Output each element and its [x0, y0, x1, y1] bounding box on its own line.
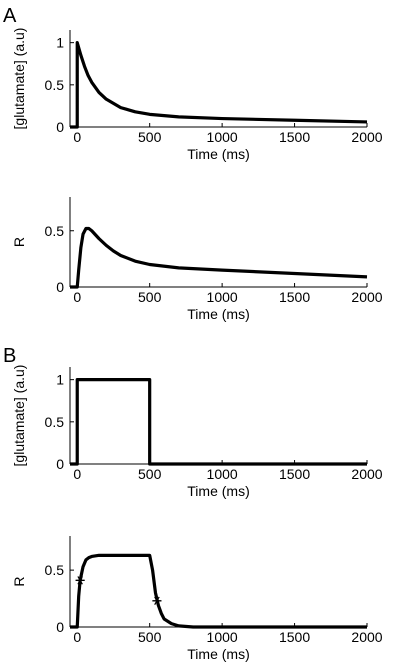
- x-tick-label: 0: [73, 629, 81, 645]
- series-line: [70, 553, 367, 629]
- y-axis-label: R: [11, 237, 27, 247]
- x-tick-label: 2000: [351, 629, 382, 645]
- x-tick-label: 1500: [279, 289, 310, 305]
- x-tick-label: 1500: [279, 629, 310, 645]
- y-tick-label: 0.5: [45, 562, 65, 578]
- x-tick-label: 1500: [279, 129, 310, 145]
- x-axis-label: Time (ms): [187, 306, 249, 322]
- x-tick-label: 500: [138, 466, 162, 482]
- y-tick-label: 0: [56, 619, 64, 635]
- x-tick-label: 1000: [207, 129, 238, 145]
- x-tick-label: 2000: [351, 129, 382, 145]
- series-line: [70, 226, 368, 289]
- x-tick-label: 500: [138, 289, 162, 305]
- x-tick-label: 2000: [351, 466, 382, 482]
- x-tick-label: 0: [73, 129, 81, 145]
- x-axis-label: Time (ms): [187, 483, 249, 499]
- x-tick-label: 500: [138, 129, 162, 145]
- chart-2: 0 500 1000 1500 2000 0 0.5 Time (ms) R: [11, 197, 383, 322]
- y-tick-label: 0: [56, 279, 64, 295]
- panel-label-b: B: [3, 345, 16, 367]
- panel-label-a: A: [3, 5, 17, 27]
- x-tick-label: 1000: [207, 629, 238, 645]
- x-axis-label: Time (ms): [187, 646, 249, 662]
- y-tick-label: 0: [56, 119, 64, 135]
- y-axis-label: [glutamate] (a.u): [11, 365, 27, 467]
- y-tick-label: 0.5: [45, 77, 65, 93]
- x-tick-label: 500: [138, 629, 162, 645]
- asterisk-marker: [75, 576, 85, 585]
- y-axis-label: R: [11, 576, 27, 586]
- chart-3: 0 500 1000 1500 2000 0 0.5 1 Time (ms) [glutamate…: [11, 365, 383, 499]
- y-tick-label: 0.5: [45, 223, 65, 239]
- series-line: [70, 378, 367, 466]
- y-tick-label: 0: [56, 456, 64, 472]
- chart-4: 0 500 1000 1500 2000 0 0.5 Time (ms) R: [11, 536, 383, 662]
- x-axis-label: Time (ms): [187, 146, 249, 162]
- asterisk-marker: [152, 596, 162, 606]
- x-tick-label: 1500: [279, 466, 310, 482]
- chart-1: 0 500 1000 1500 2000 0 0.5 1 Time (ms) [glutamate…: [11, 28, 383, 162]
- x-tick-label: 0: [73, 289, 81, 305]
- y-tick-label: 0.5: [45, 414, 65, 430]
- y-tick-label: 1: [56, 372, 64, 388]
- y-axis-label: [glutamate] (a.u): [11, 28, 27, 130]
- y-tick-label: 1: [56, 35, 64, 51]
- x-tick-label: 1000: [207, 289, 238, 305]
- x-tick-label: 0: [73, 466, 81, 482]
- x-tick-label: 2000: [351, 289, 382, 305]
- series-line: [70, 41, 368, 129]
- x-tick-label: 1000: [207, 466, 238, 482]
